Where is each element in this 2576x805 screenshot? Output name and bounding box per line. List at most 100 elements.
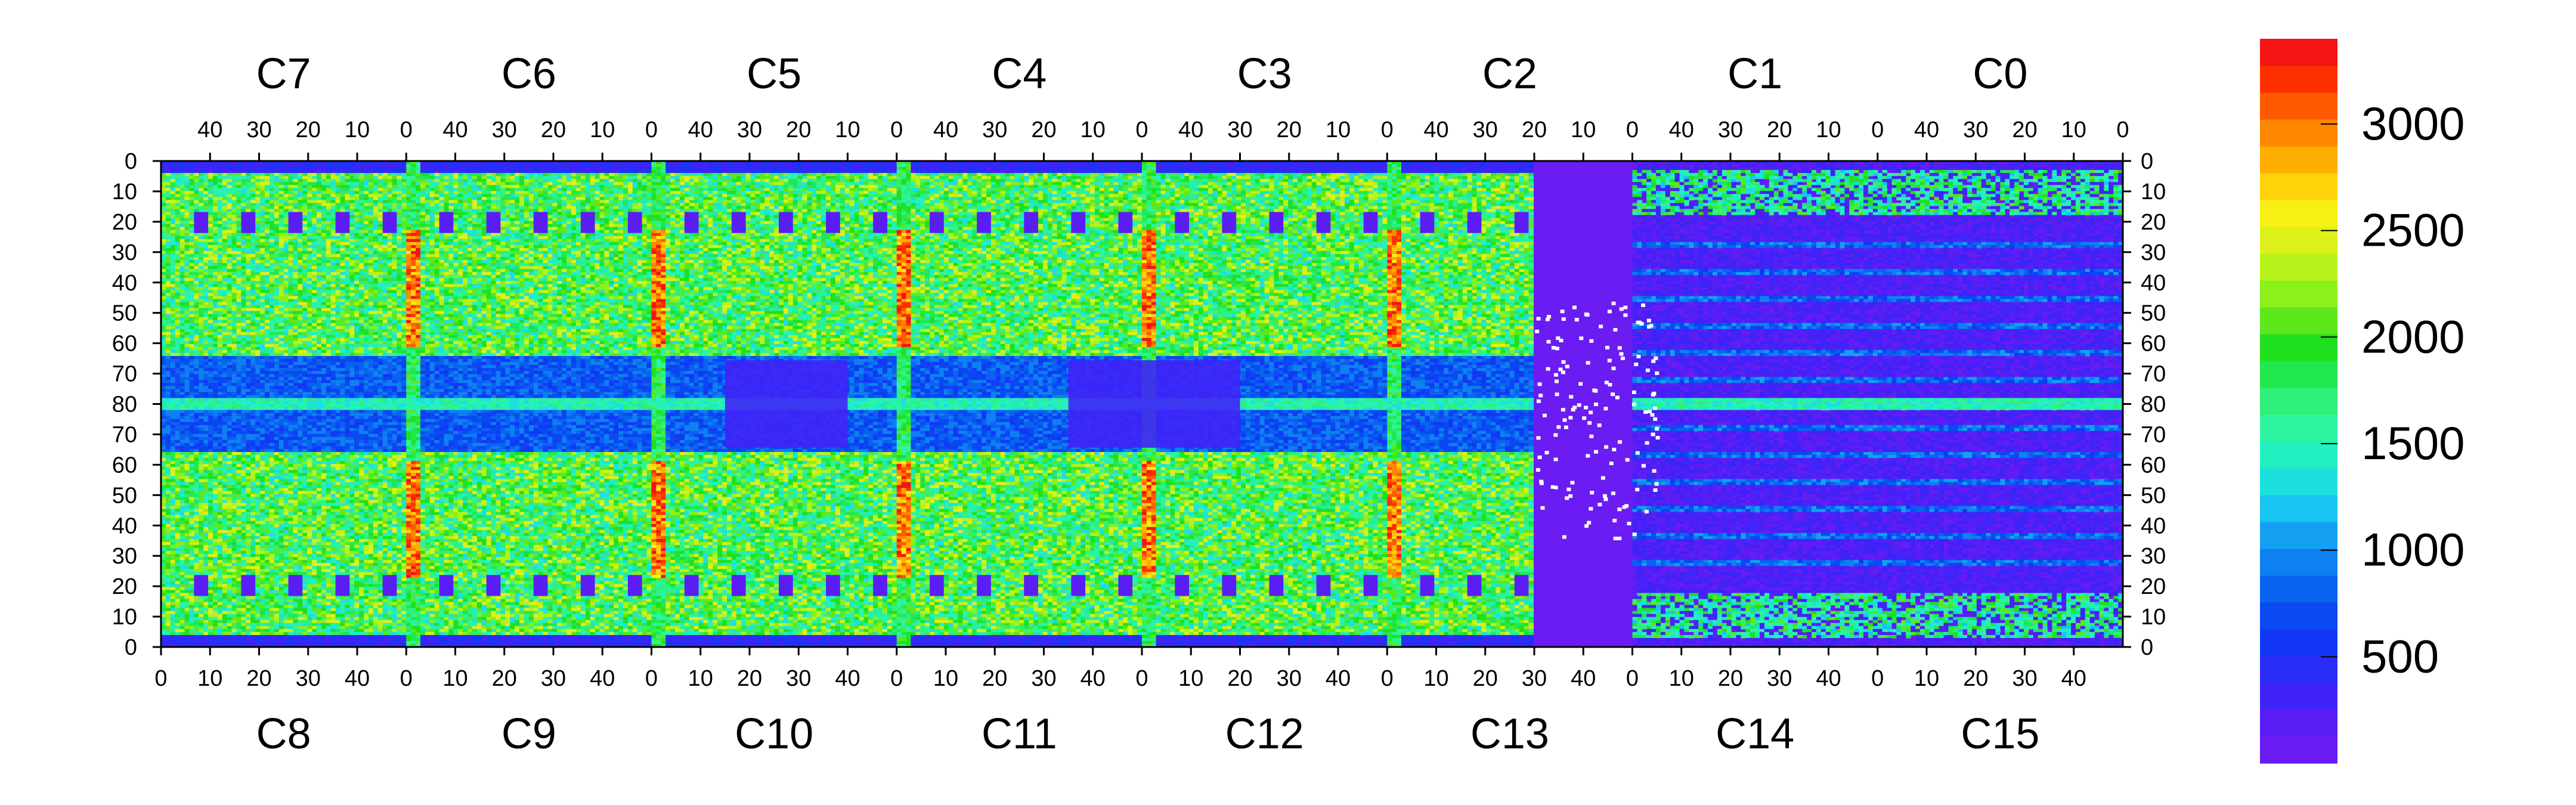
- heatmap-cell: [166, 272, 171, 275]
- heatmap-cell: [199, 443, 204, 447]
- heatmap-cell: [166, 476, 171, 479]
- heatmap-cell: [175, 548, 181, 552]
- heatmap-cell: [203, 278, 209, 281]
- top-tick-label: 20: [541, 117, 566, 143]
- heatmap-cell: [199, 446, 204, 450]
- bottom-tick-label: 40: [590, 666, 615, 691]
- heatmap-cell: [189, 188, 194, 191]
- heatmap-cell: [194, 458, 199, 462]
- heatmap-cell: [180, 329, 185, 333]
- heatmap-cell: [180, 302, 185, 305]
- heatmap-cell: [175, 464, 181, 467]
- heatmap-cell: [199, 239, 204, 243]
- bottom-tick-label: 0: [1381, 666, 1394, 691]
- heatmap-cell: [203, 425, 209, 429]
- heatmap-cell: [175, 545, 181, 549]
- heatmap-cell: [199, 377, 204, 380]
- left-tick-label: 50: [112, 301, 137, 326]
- heatmap-cell: [199, 602, 204, 606]
- top-tick-label: 40: [442, 117, 467, 143]
- heatmap-cell: [180, 428, 185, 432]
- heatmap-cell: [185, 398, 190, 401]
- heatmap-cell: [199, 617, 204, 621]
- heatmap-cell: [185, 257, 190, 261]
- heatmap-cell: [185, 557, 190, 561]
- heatmap-cell: [171, 632, 176, 636]
- heatmap-cell: [189, 326, 194, 330]
- heatmap-cell: [208, 452, 213, 456]
- heatmap-cell: [203, 503, 209, 507]
- heatmap-cell: [189, 218, 194, 222]
- bottom-axis-ticks: 0 10 20 30 40 0 10 20 30 40 0 10 20 30 40 0 10 20 30 40 0 10 2…: [154, 647, 2086, 691]
- heatmap-cell: [199, 542, 204, 546]
- heatmap-cell: [180, 191, 185, 194]
- chip-label-top: C3: [1237, 50, 1292, 98]
- heatmap-cell: [166, 350, 171, 354]
- heatmap-cell: [203, 398, 209, 401]
- top-tick-label: 30: [1473, 117, 1498, 143]
- heatmap-cell: [203, 395, 209, 398]
- heatmap-cell: [166, 578, 171, 581]
- heatmap-cell: [189, 641, 194, 645]
- heatmap-cell: [171, 410, 176, 414]
- heatmap-cell: [171, 347, 176, 351]
- heatmap-cell: [185, 569, 190, 572]
- heatmap-cell: [203, 602, 209, 606]
- heatmap-cell: [166, 281, 171, 284]
- heatmap-cell: [194, 398, 199, 401]
- heatmap-cell: [180, 308, 185, 312]
- heatmap-cell: [194, 338, 199, 342]
- heatmap-cell: [185, 509, 190, 513]
- heatmap-cell: [199, 236, 204, 240]
- heatmap-cell: [189, 581, 194, 584]
- heatmap-cell: [194, 344, 199, 348]
- heatmap-cell: [203, 557, 209, 561]
- heatmap-cell: [166, 518, 171, 522]
- heatmap-cell: [208, 488, 213, 491]
- heatmap-cell: [185, 587, 190, 590]
- heatmap-cell: [166, 506, 171, 510]
- heatmap-cell: [189, 389, 194, 392]
- heatmap-cell: [208, 356, 213, 360]
- heatmap-cell: [166, 569, 171, 572]
- heatmap-cell: [180, 506, 185, 510]
- bottom-tick-label: 20: [982, 666, 1007, 691]
- heatmap-cell: [166, 521, 171, 525]
- heatmap-cell: [180, 389, 185, 392]
- heatmap-cell: [185, 344, 190, 348]
- heatmap-cell: [208, 203, 213, 206]
- heatmap-cell: [180, 419, 185, 423]
- heatmap-cell: [171, 620, 176, 624]
- heatmap-cell: [199, 335, 204, 339]
- heatmap-cell: [203, 506, 209, 510]
- heatmap-cell: [189, 311, 194, 315]
- heatmap-cell: [208, 395, 213, 398]
- heatmap-cell: [185, 452, 190, 456]
- heatmap-cell: [175, 323, 181, 327]
- heatmap-cell: [185, 638, 190, 642]
- heatmap-cell: [175, 614, 181, 618]
- heatmap-cell: [199, 338, 204, 342]
- heatmap-cell: [180, 617, 185, 621]
- heatmap-cell: [175, 491, 181, 494]
- heatmap-cell: [185, 323, 190, 327]
- heatmap-cell: [189, 254, 194, 258]
- heatmap-cell: [171, 422, 176, 426]
- heatmap-cell: [203, 617, 209, 621]
- heatmap-cell: [171, 305, 176, 308]
- heatmap-cell: [189, 596, 194, 599]
- left-tick-label: 40: [112, 271, 137, 296]
- heatmap-cell: [171, 608, 176, 612]
- heatmap-cell: [199, 332, 204, 336]
- heatmap-cell: [166, 527, 171, 531]
- heatmap-cell: [171, 431, 176, 435]
- heatmap-cell: [199, 527, 204, 531]
- heatmap-cell: [175, 434, 181, 438]
- heatmap-cell: [175, 311, 181, 315]
- heatmap-cell: [180, 254, 185, 258]
- heatmap-cell: [208, 323, 213, 327]
- heatmap-cell: [166, 611, 171, 615]
- heatmap-cell: [185, 176, 190, 179]
- heatmap-cell: [194, 362, 199, 366]
- heatmap-cell: [185, 527, 190, 531]
